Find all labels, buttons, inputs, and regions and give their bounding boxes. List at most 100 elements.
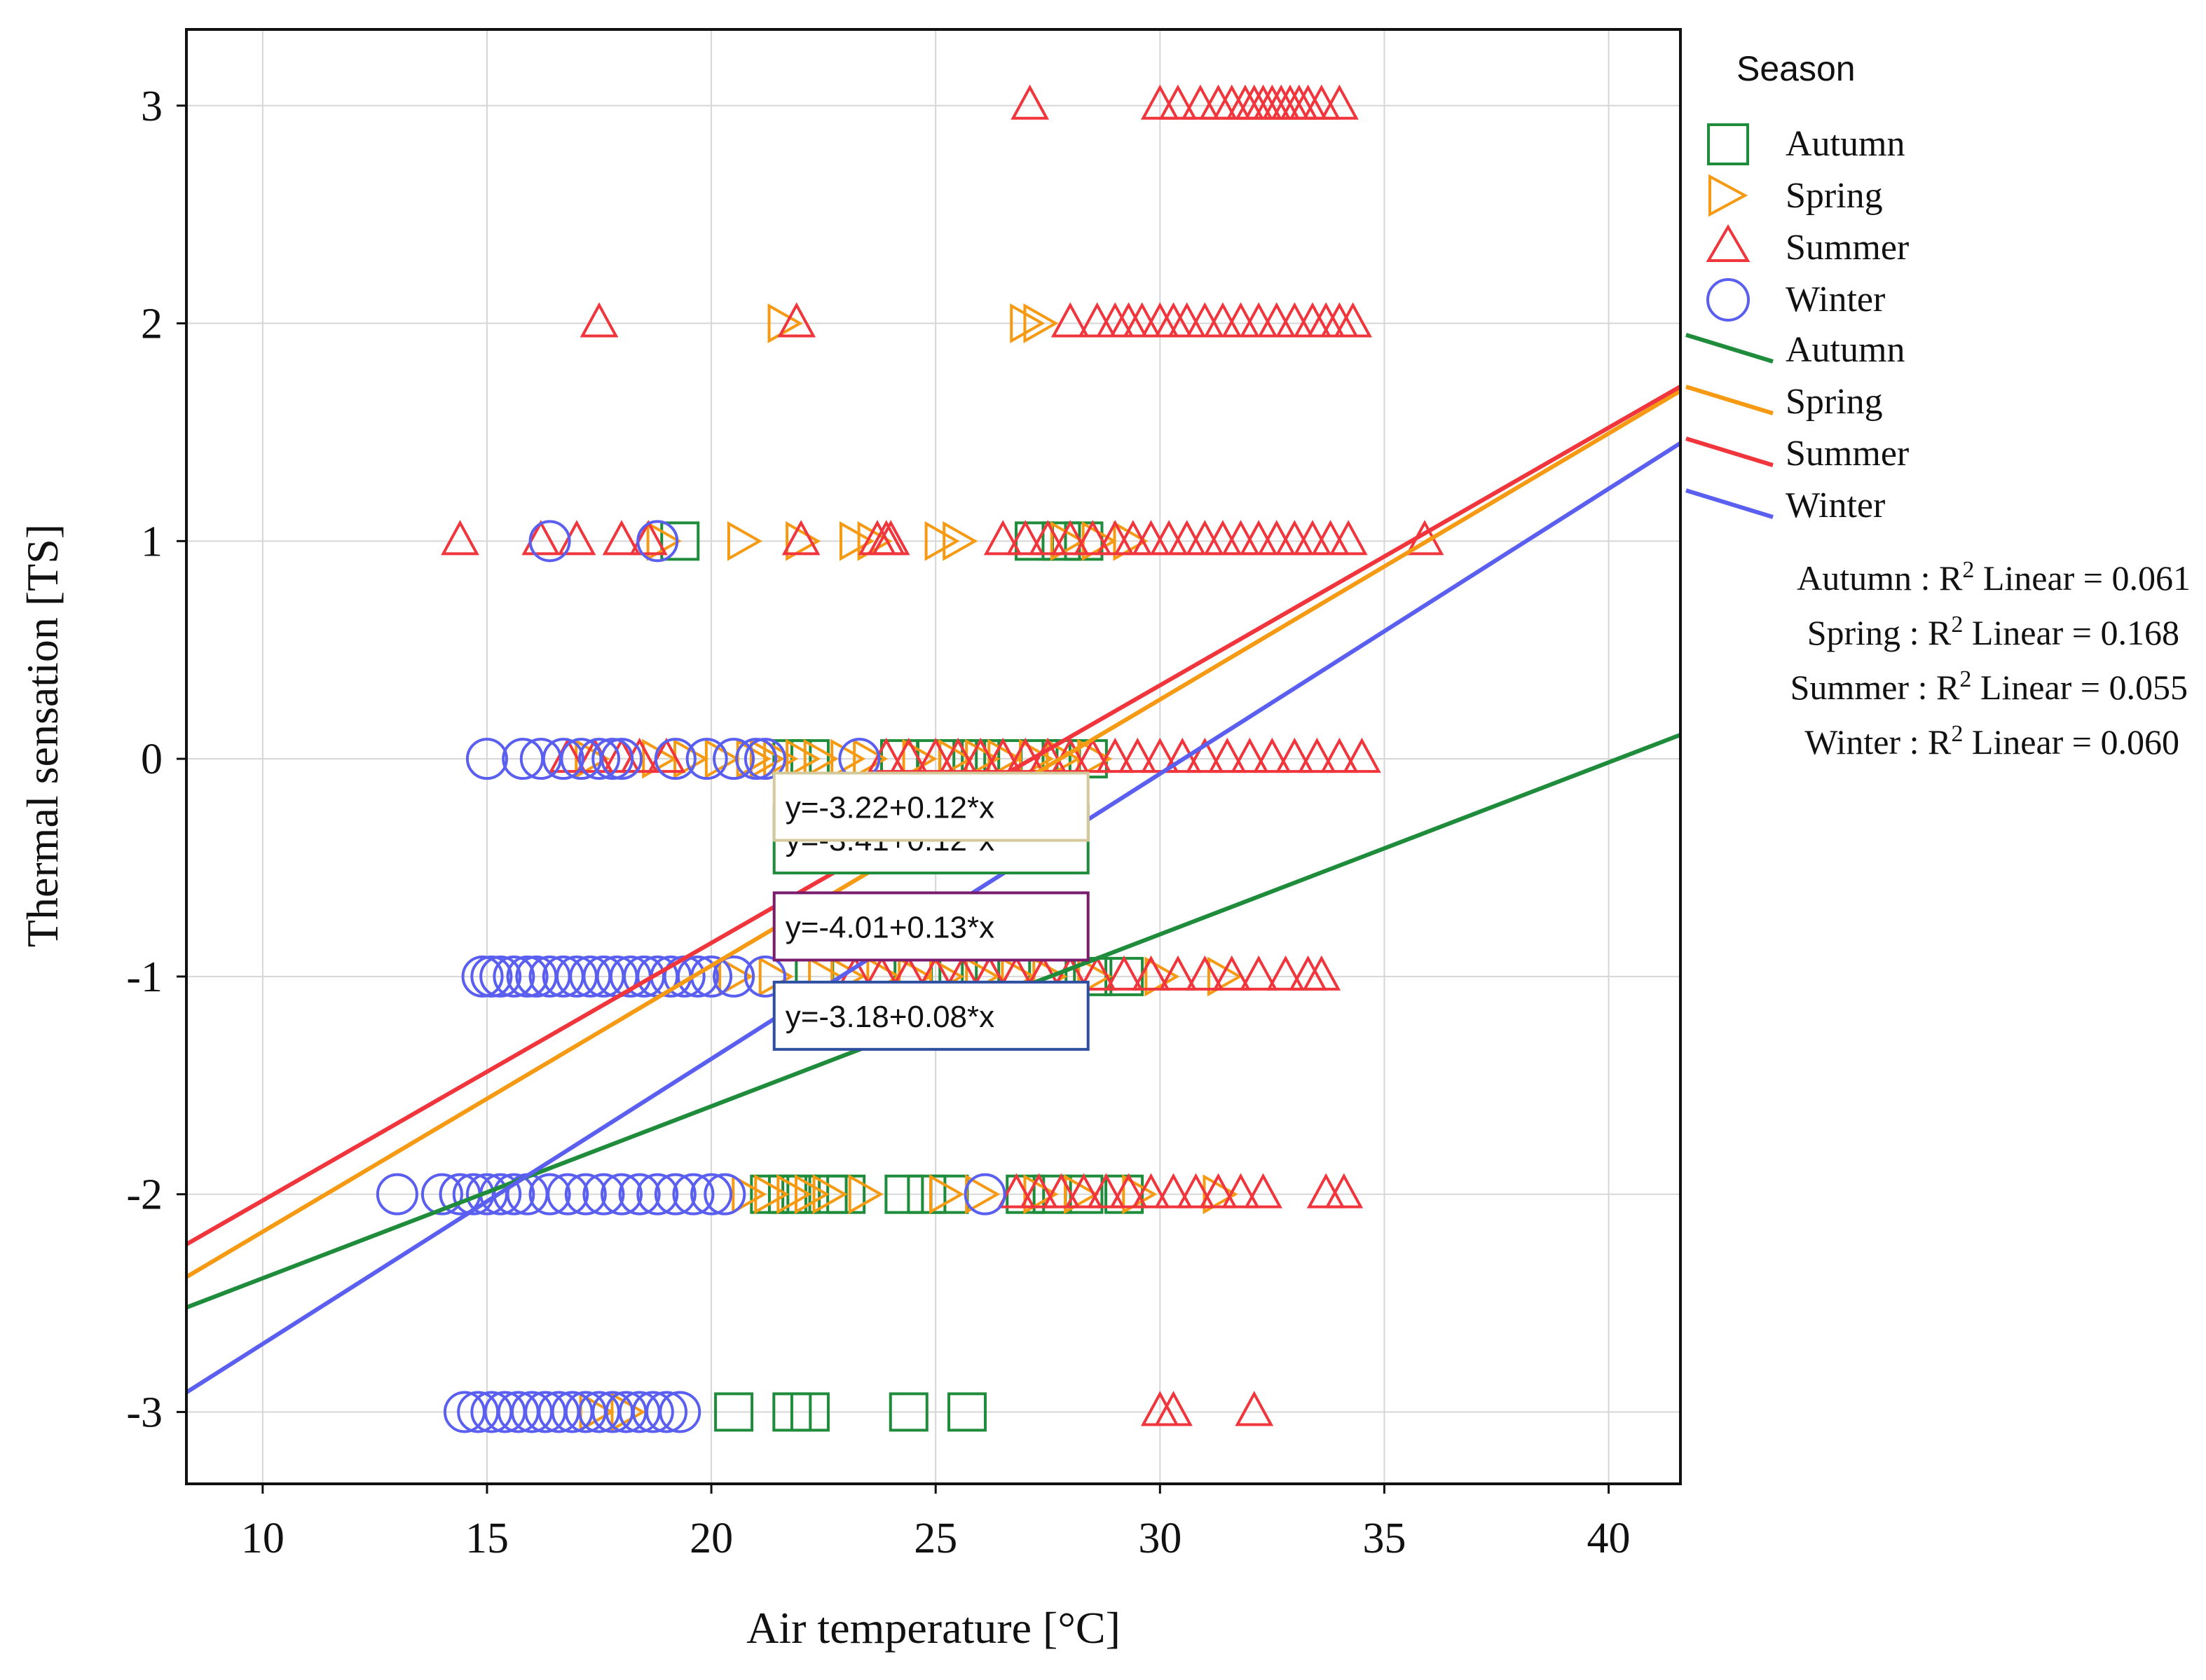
legend-label: Winter xyxy=(1786,486,1885,525)
point-summer xyxy=(1078,955,1117,991)
point-summer xyxy=(1302,955,1341,991)
point-summer xyxy=(1231,737,1269,773)
point-winter xyxy=(964,1173,1006,1216)
point-summer xyxy=(1132,955,1170,991)
point-summer xyxy=(1235,1391,1274,1426)
legend-item-summer-marker: Summer xyxy=(1706,224,1909,268)
point-summer xyxy=(777,302,816,338)
point-winter xyxy=(601,738,643,780)
point-summer xyxy=(647,737,686,773)
r2-symbol: R xyxy=(1928,613,1952,652)
point-summer xyxy=(1158,955,1198,991)
point-summer xyxy=(1073,520,1112,556)
point-summer xyxy=(1177,1173,1215,1209)
point-summer xyxy=(1199,1173,1238,1209)
y-tick-label: 2 xyxy=(141,301,163,348)
point-spring xyxy=(924,521,960,561)
point-summer xyxy=(871,520,910,556)
point-autumn xyxy=(947,1392,987,1432)
point-spring xyxy=(749,738,785,779)
r2-symbol: R xyxy=(1928,722,1952,762)
point-summer xyxy=(938,737,978,773)
r2-autumn: Autumn : R2 Linear = 0.061 xyxy=(1797,557,2191,598)
point-summer xyxy=(1050,302,1090,338)
r2-spring: Spring : R2 Linear = 0.168 xyxy=(1807,612,2179,652)
legend-line-icon xyxy=(1685,333,1774,364)
point-winter xyxy=(582,1173,625,1216)
point-spring xyxy=(830,738,866,779)
point-summer xyxy=(997,1173,1036,1209)
point-spring xyxy=(732,1174,767,1215)
legend-label: Summer xyxy=(1786,228,1909,268)
equation-frame xyxy=(772,771,1090,842)
legend-label: Spring xyxy=(1786,382,1883,422)
point-spring xyxy=(1122,1174,1158,1215)
point-summer xyxy=(1006,520,1045,556)
point-summer xyxy=(1253,737,1292,773)
legend-triangle-up-icon xyxy=(1706,224,1751,262)
equation-box: y=-4.01+0.13*x xyxy=(772,891,1090,962)
point-winter xyxy=(591,738,634,780)
point-spring xyxy=(767,303,803,343)
legend-title: Season xyxy=(1736,49,1856,88)
point-autumn xyxy=(907,1174,947,1214)
r2-superscript: 2 xyxy=(1962,557,1974,583)
point-winter xyxy=(704,1173,746,1216)
point-winter xyxy=(713,738,755,780)
point-summer xyxy=(580,302,619,338)
point-winter xyxy=(479,955,522,998)
x-tick-label: 35 xyxy=(1362,1515,1406,1562)
point-summer xyxy=(1042,1173,1081,1209)
point-spring xyxy=(727,521,762,561)
point-winter xyxy=(461,955,504,998)
legend: Season Autumn Spring Summer Winter Autum… xyxy=(1685,49,1909,525)
point-summer xyxy=(602,520,641,556)
point-summer xyxy=(1298,737,1336,773)
equation-frame xyxy=(772,980,1090,1051)
point-spring xyxy=(803,738,839,779)
point-winter xyxy=(744,738,786,780)
point-spring xyxy=(938,738,973,779)
x-axis-ticks: 10 15 20 25 30 35 40 xyxy=(241,1484,1631,1562)
point-summer xyxy=(1158,84,1198,120)
point-spring xyxy=(786,738,821,779)
r2-separator: : xyxy=(1912,558,1939,598)
plot-frame xyxy=(185,28,1682,1485)
point-winter xyxy=(685,738,728,780)
x-tick-label: 30 xyxy=(1138,1515,1181,1562)
legend-label: Spring xyxy=(1786,176,1883,216)
point-summer xyxy=(441,520,479,556)
equation-text: y=-4.01+0.13*x xyxy=(786,910,994,944)
point-summer xyxy=(889,737,929,773)
r2-value: Linear = 0.055 xyxy=(1971,668,2188,707)
equation-labels: y=-3.41+0.12*xy=-3.22+0.12*xy=-4.01+0.13… xyxy=(772,771,1090,1051)
legend-label: Summer xyxy=(1786,434,1909,474)
point-winter xyxy=(744,955,786,998)
y-tick-label: -2 xyxy=(126,1171,163,1219)
point-spring xyxy=(857,521,893,561)
point-spring xyxy=(704,738,740,779)
legend-item-spring-line: Spring xyxy=(1685,382,1883,422)
r2-separator: : xyxy=(1900,722,1928,762)
point-spring xyxy=(1064,1174,1099,1215)
point-spring xyxy=(786,521,821,561)
legend-item-autumn-marker: Autumn xyxy=(1707,123,1905,165)
legend-circle-icon xyxy=(1706,278,1750,322)
point-winter xyxy=(636,1173,679,1216)
y-tick-label: 1 xyxy=(141,518,163,565)
x-tick-label: 15 xyxy=(465,1515,509,1562)
point-summer xyxy=(1050,520,1090,556)
point-summer xyxy=(1154,1173,1193,1209)
point-summer xyxy=(1266,955,1305,991)
legend-line-icon xyxy=(1685,488,1774,519)
point-winter xyxy=(420,1173,463,1216)
point-autumn xyxy=(781,1174,821,1214)
legend-item-autumn-line: Autumn xyxy=(1685,330,1905,370)
point-spring xyxy=(853,738,889,779)
legend-label: Autumn xyxy=(1786,330,1905,370)
point-summer xyxy=(1324,1173,1364,1209)
point-spring xyxy=(943,521,978,561)
point-winter xyxy=(690,1173,733,1216)
point-spring xyxy=(902,738,938,779)
